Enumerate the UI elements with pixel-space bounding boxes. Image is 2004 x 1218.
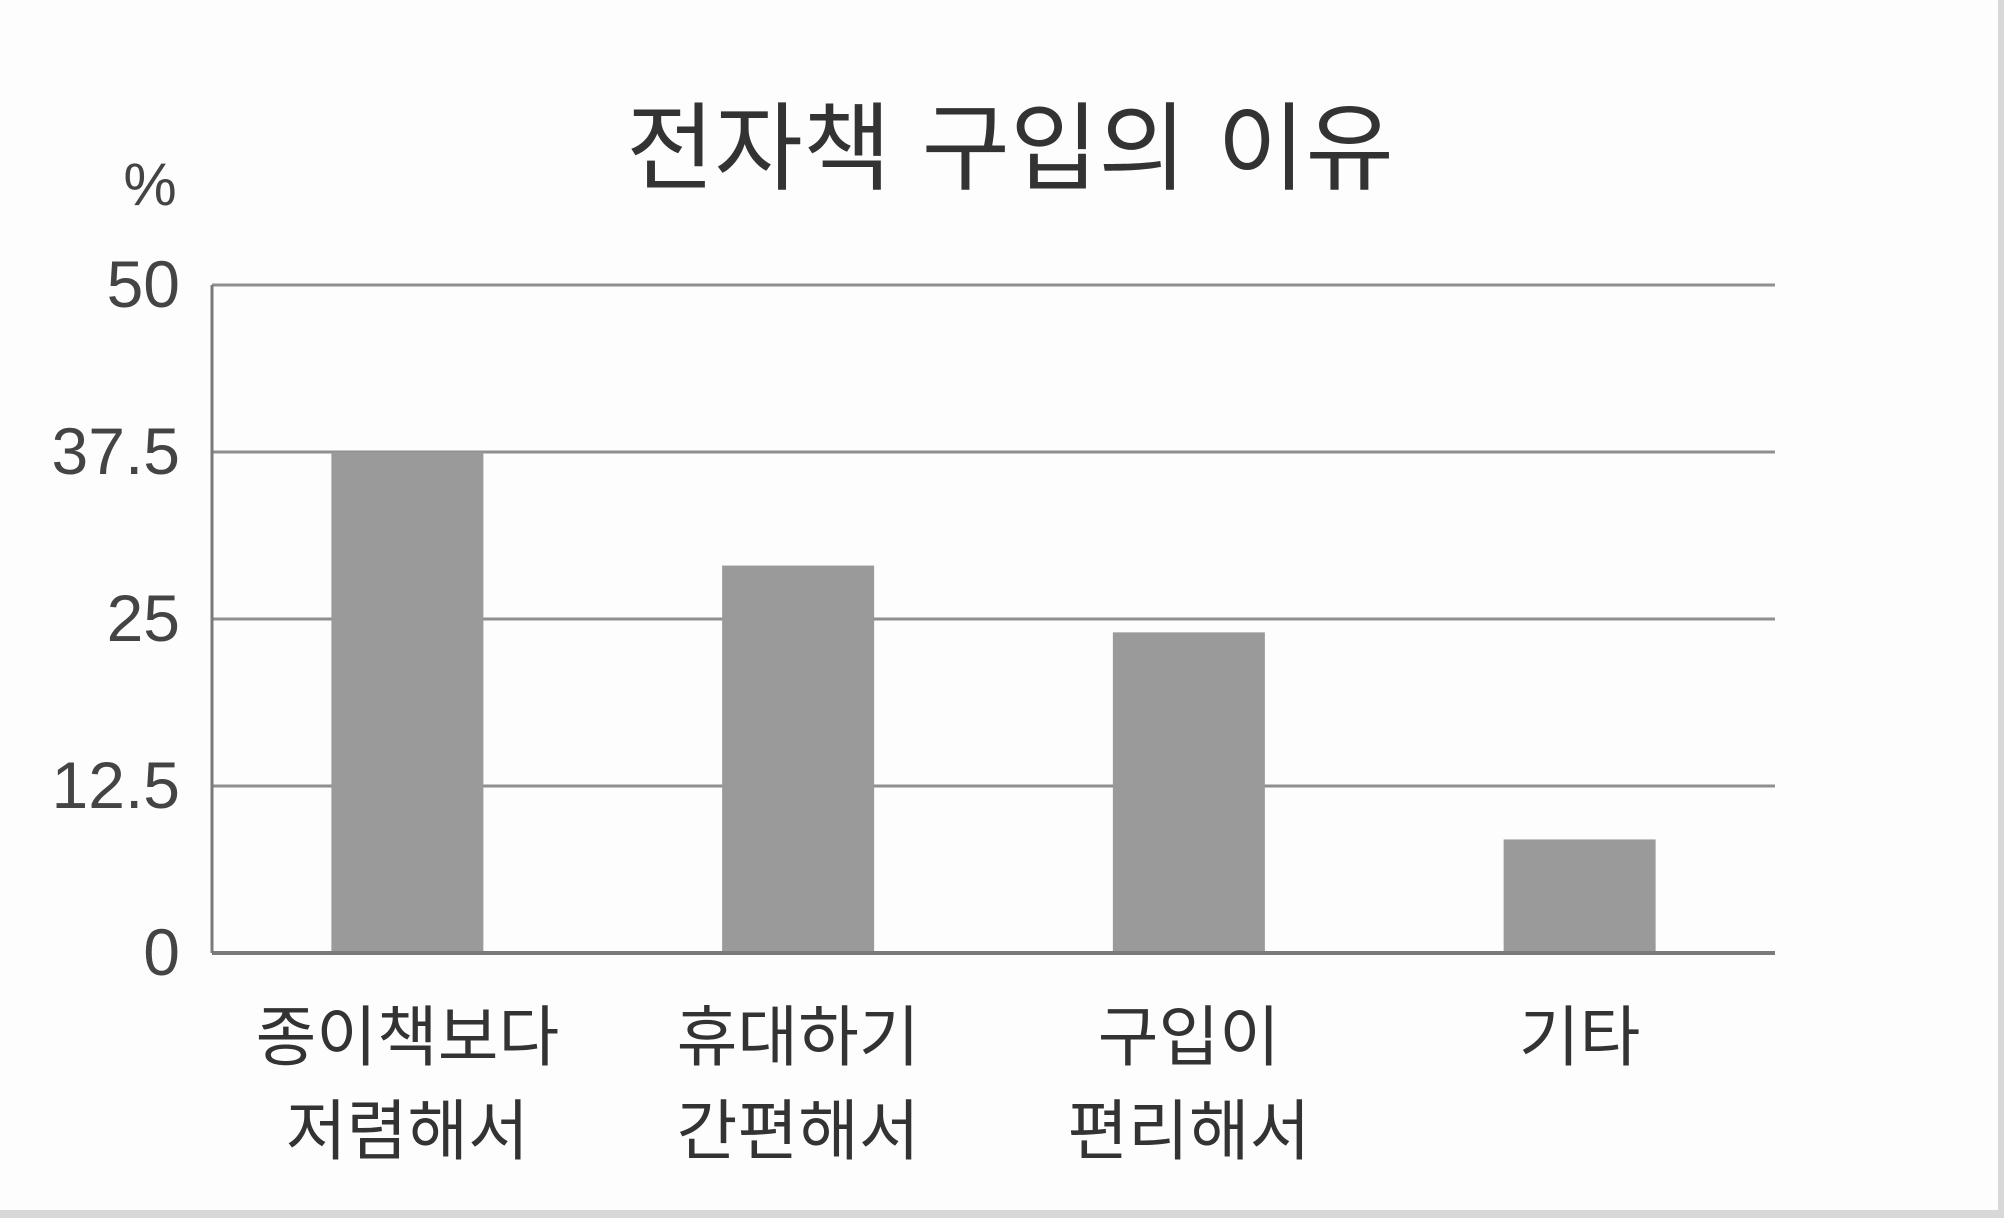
y-tick-label-0: 0 [143,915,180,989]
category-label-2-1: 편리해서 [1067,1093,1310,1170]
bar-2 [1112,632,1265,953]
y-tick-labels: 0 12.5 25 37.5 50 [52,247,180,989]
bar-0 [331,452,484,953]
category-label-3-0: 기타 [1519,999,1640,1076]
bar-1 [722,565,875,953]
y-tick-label-4: 50 [107,247,180,321]
axes [210,285,1775,955]
category-label-0-0: 종이책보다 [256,999,560,1076]
y-tick-label-2: 25 [107,581,180,655]
y-tick-label-1: 12.5 [52,748,180,822]
category-label-1-1: 간편해서 [677,1093,920,1170]
bar-3 [1503,839,1656,953]
category-label-2-0: 구입이 [1098,999,1280,1076]
category-label-0-1: 저렴해서 [286,1093,529,1170]
category-label-1-0: 휴대하기 [677,999,920,1076]
y-axis-unit: % [123,151,176,218]
y-tick-label-3: 37.5 [52,414,180,488]
chart-title: 전자책 구입의 이유 [626,93,1394,205]
bars [331,452,1656,953]
